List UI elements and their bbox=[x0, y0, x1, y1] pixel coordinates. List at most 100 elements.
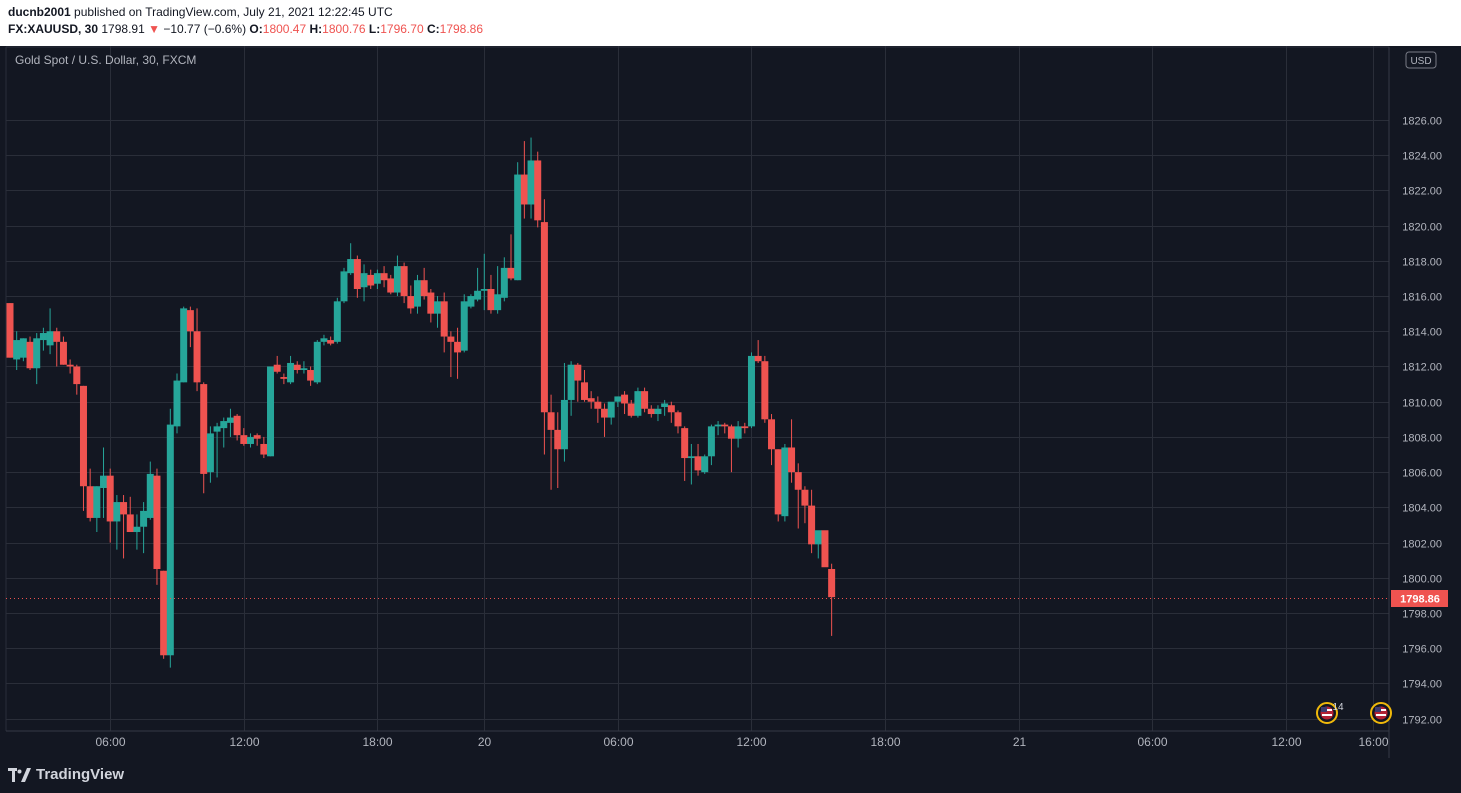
candle[interactable] bbox=[313, 340, 321, 385]
candle[interactable] bbox=[273, 355, 281, 374]
candle[interactable] bbox=[340, 267, 348, 304]
candle[interactable] bbox=[93, 486, 101, 533]
candle[interactable] bbox=[293, 361, 301, 374]
us-flag-event-icon[interactable] bbox=[1370, 702, 1392, 724]
candle[interactable] bbox=[120, 495, 128, 559]
candle[interactable] bbox=[667, 401, 675, 423]
candle[interactable] bbox=[520, 141, 528, 219]
candle[interactable] bbox=[594, 396, 602, 423]
candles-layer[interactable] bbox=[6, 137, 836, 668]
candle[interactable] bbox=[133, 514, 141, 550]
candlestick-chart[interactable]: 1826.00 1824.00 1822.00 1820.00 1818.00 1816.… bbox=[0, 46, 1461, 758]
candle[interactable] bbox=[601, 403, 609, 437]
candle[interactable] bbox=[233, 414, 241, 441]
candle[interactable] bbox=[66, 359, 74, 374]
candle[interactable] bbox=[547, 394, 555, 490]
candle[interactable] bbox=[741, 422, 749, 434]
candle[interactable] bbox=[447, 331, 455, 378]
candle[interactable] bbox=[240, 428, 248, 446]
candle[interactable] bbox=[73, 364, 81, 395]
us-flag-event-icon[interactable]: 14 bbox=[1316, 702, 1344, 724]
candle[interactable] bbox=[507, 234, 515, 281]
candle[interactable] bbox=[654, 405, 662, 422]
candle[interactable] bbox=[400, 262, 408, 304]
candle[interactable] bbox=[460, 294, 468, 353]
candle[interactable] bbox=[373, 269, 381, 290]
candle[interactable] bbox=[267, 366, 275, 457]
candle[interactable] bbox=[554, 412, 562, 488]
candle[interactable] bbox=[206, 426, 214, 483]
candle[interactable] bbox=[46, 308, 54, 355]
candle[interactable] bbox=[407, 285, 415, 314]
candle[interactable] bbox=[808, 489, 816, 554]
candle[interactable] bbox=[253, 433, 261, 446]
candle[interactable] bbox=[701, 454, 709, 474]
candle[interactable] bbox=[280, 373, 288, 385]
candle[interactable] bbox=[6, 303, 14, 358]
candle[interactable] bbox=[480, 253, 488, 311]
candle[interactable] bbox=[420, 267, 428, 300]
candle[interactable] bbox=[694, 443, 702, 476]
candle[interactable] bbox=[193, 308, 201, 392]
candle[interactable] bbox=[454, 327, 462, 379]
candle[interactable] bbox=[647, 405, 655, 418]
candle[interactable] bbox=[53, 327, 61, 367]
candle[interactable] bbox=[434, 296, 442, 328]
candle[interactable] bbox=[153, 468, 161, 585]
candle[interactable] bbox=[681, 426, 689, 481]
candle[interactable] bbox=[587, 391, 595, 409]
candle[interactable] bbox=[514, 162, 522, 281]
candle[interactable] bbox=[814, 530, 822, 559]
candle[interactable] bbox=[39, 327, 47, 351]
candle[interactable] bbox=[781, 443, 789, 522]
candle[interactable] bbox=[173, 373, 181, 434]
candle[interactable] bbox=[627, 399, 635, 418]
candle[interactable] bbox=[747, 352, 755, 429]
candle[interactable] bbox=[754, 340, 762, 363]
candle[interactable] bbox=[440, 292, 448, 353]
candle[interactable] bbox=[200, 382, 208, 494]
candle[interactable] bbox=[761, 355, 769, 423]
candle[interactable] bbox=[607, 401, 615, 425]
candle[interactable] bbox=[360, 264, 368, 302]
candle[interactable] bbox=[687, 443, 695, 485]
candle[interactable] bbox=[347, 243, 355, 275]
candle[interactable] bbox=[560, 362, 568, 462]
candle[interactable] bbox=[427, 289, 435, 323]
price-axis[interactable]: 1826.00 1824.00 1822.00 1820.00 1818.00 1816.… bbox=[1402, 116, 1442, 727]
candle[interactable] bbox=[387, 274, 395, 295]
candle[interactable] bbox=[213, 422, 221, 478]
candle[interactable] bbox=[821, 530, 829, 568]
candle[interactable] bbox=[768, 414, 776, 466]
candle[interactable] bbox=[13, 331, 21, 371]
candle[interactable] bbox=[160, 570, 168, 659]
candle[interactable] bbox=[113, 495, 121, 550]
candle[interactable] bbox=[220, 417, 228, 448]
candle[interactable] bbox=[721, 422, 729, 434]
candle[interactable] bbox=[19, 338, 27, 362]
candle[interactable] bbox=[621, 391, 629, 415]
candle[interactable] bbox=[86, 468, 94, 522]
candle[interactable] bbox=[393, 255, 401, 297]
currency-badge[interactable]: USD bbox=[1405, 51, 1437, 69]
candle[interactable] bbox=[641, 387, 649, 413]
candle[interactable] bbox=[79, 385, 87, 511]
candle[interactable] bbox=[534, 151, 542, 228]
candle[interactable] bbox=[527, 137, 535, 219]
candle[interactable] bbox=[106, 468, 114, 543]
candle[interactable] bbox=[300, 361, 308, 374]
candle[interactable] bbox=[487, 274, 495, 314]
candle[interactable] bbox=[580, 370, 588, 402]
publisher-name[interactable]: ducnb2001 bbox=[8, 5, 71, 19]
time-axis[interactable]: 06:00 12:00 18:00 20 06:00 12:00 18:00 21 06:00 1… bbox=[95, 735, 1388, 749]
candle[interactable] bbox=[166, 408, 174, 668]
candle[interactable] bbox=[828, 563, 836, 636]
candle[interactable] bbox=[26, 336, 34, 371]
candle[interactable] bbox=[307, 366, 315, 386]
candle[interactable] bbox=[246, 433, 254, 448]
candle[interactable] bbox=[260, 436, 268, 459]
candle[interactable] bbox=[788, 419, 796, 483]
candle[interactable] bbox=[333, 297, 341, 344]
candle[interactable] bbox=[380, 266, 388, 288]
candle[interactable] bbox=[413, 274, 421, 314]
